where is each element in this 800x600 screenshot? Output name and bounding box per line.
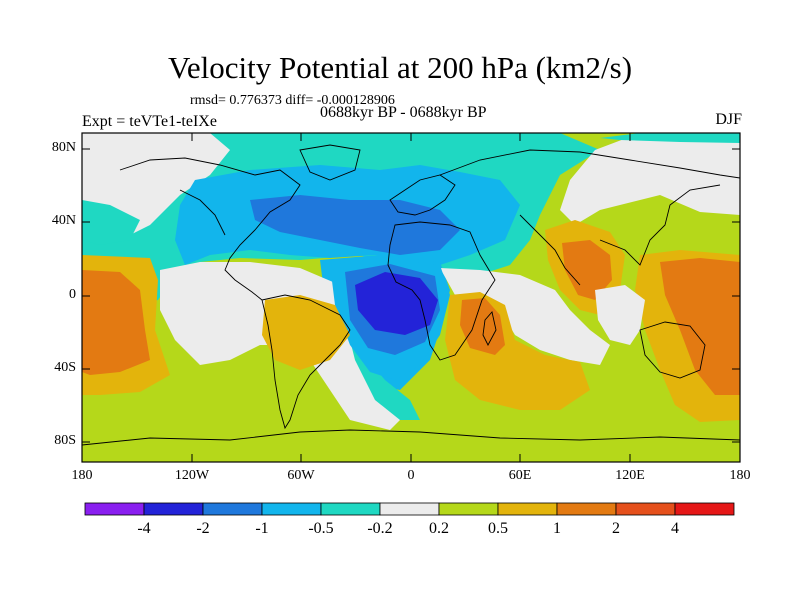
lon-label-120e: 120E <box>615 468 645 483</box>
contour-darkblue-atlantic <box>355 272 438 335</box>
colorbar-label-8: 2 <box>612 520 620 537</box>
lat-label-80s: 80S <box>54 433 76 448</box>
colorbar-swatch-9 <box>615 502 676 516</box>
colorbar-swatch-7 <box>497 502 558 516</box>
coast-greenland <box>299 144 361 181</box>
contour-orange-westpacific <box>82 270 150 375</box>
colorbar-swatch-6 <box>438 502 499 516</box>
lon-label-120w: 120W <box>174 468 210 483</box>
lon-label-60e: 60E <box>508 468 532 483</box>
colorbar <box>84 502 735 516</box>
plot-title: Velocity Potential at 200 hPa (km2/s) <box>167 50 633 85</box>
lat-label-80n: 80N <box>51 140 76 155</box>
period-line: 0688kyr BP - 0688kyr BP <box>320 104 487 121</box>
colorbar-label-7: 1 <box>553 520 561 537</box>
colorbar-swatch-8 <box>556 502 617 516</box>
colorbar-label-4: -0.2 <box>367 520 393 537</box>
season-label: DJF <box>715 111 742 128</box>
contour-gray-africa <box>440 268 610 365</box>
coast-australia <box>639 321 706 379</box>
lon-label-0: 0 <box>407 468 415 483</box>
contour-gray-australia <box>595 285 645 345</box>
axis-ticks <box>81 133 741 462</box>
colorbar-label-1: -2 <box>196 520 210 537</box>
colorbar-swatch-3 <box>261 502 322 516</box>
colorbar-label-5: 0.2 <box>429 520 449 537</box>
colorbar-swatch-2 <box>202 502 263 516</box>
colorbar-label-6: 0.5 <box>488 520 508 537</box>
coast-antarctica <box>82 429 740 446</box>
coast-north-america <box>119 157 301 301</box>
coast-asia <box>439 149 740 286</box>
contour-orange-australia <box>660 258 740 395</box>
colorbar-swatch-4 <box>320 502 381 516</box>
coast-africa <box>387 221 496 361</box>
coast-madagascar <box>482 311 497 346</box>
colorbar-swatch-0 <box>84 502 145 516</box>
contour-orange-madagascar <box>460 298 505 355</box>
colorbar-label-9: 4 <box>671 520 679 537</box>
lat-label-40s: 40S <box>54 360 76 375</box>
lon-label-60w: 60W <box>287 468 315 483</box>
lon-label-180w: 180 <box>71 468 93 483</box>
colorbar-label-0: -4 <box>137 520 151 537</box>
contour-midblue-north <box>250 195 460 255</box>
contour-gold-southamerica <box>262 295 350 370</box>
contour-cyan-dateline <box>82 200 140 245</box>
coast-south-america <box>261 294 351 430</box>
colorbar-swatch-5 <box>379 502 440 516</box>
contour-cyan-northeast <box>600 133 740 143</box>
coastlines <box>82 144 740 446</box>
contour-field <box>82 133 740 462</box>
lat-label-0: 0 <box>69 287 76 302</box>
coast-europe <box>389 174 456 216</box>
colorbar-label-2: -1 <box>255 520 269 537</box>
colorbar-swatch-10 <box>674 502 735 516</box>
experiment-label: Expt = teVTe1-teIXe <box>82 113 217 130</box>
colorbar-label-3: -0.5 <box>308 520 334 537</box>
contour-orange-asia <box>562 240 612 300</box>
colorbar-swatch-1 <box>143 502 204 516</box>
lon-label-180e: 180 <box>729 468 751 483</box>
lat-label-40n: 40N <box>51 213 76 228</box>
stats-line: rmsd= 0.776373 diff= -0.000128906 <box>190 93 395 108</box>
